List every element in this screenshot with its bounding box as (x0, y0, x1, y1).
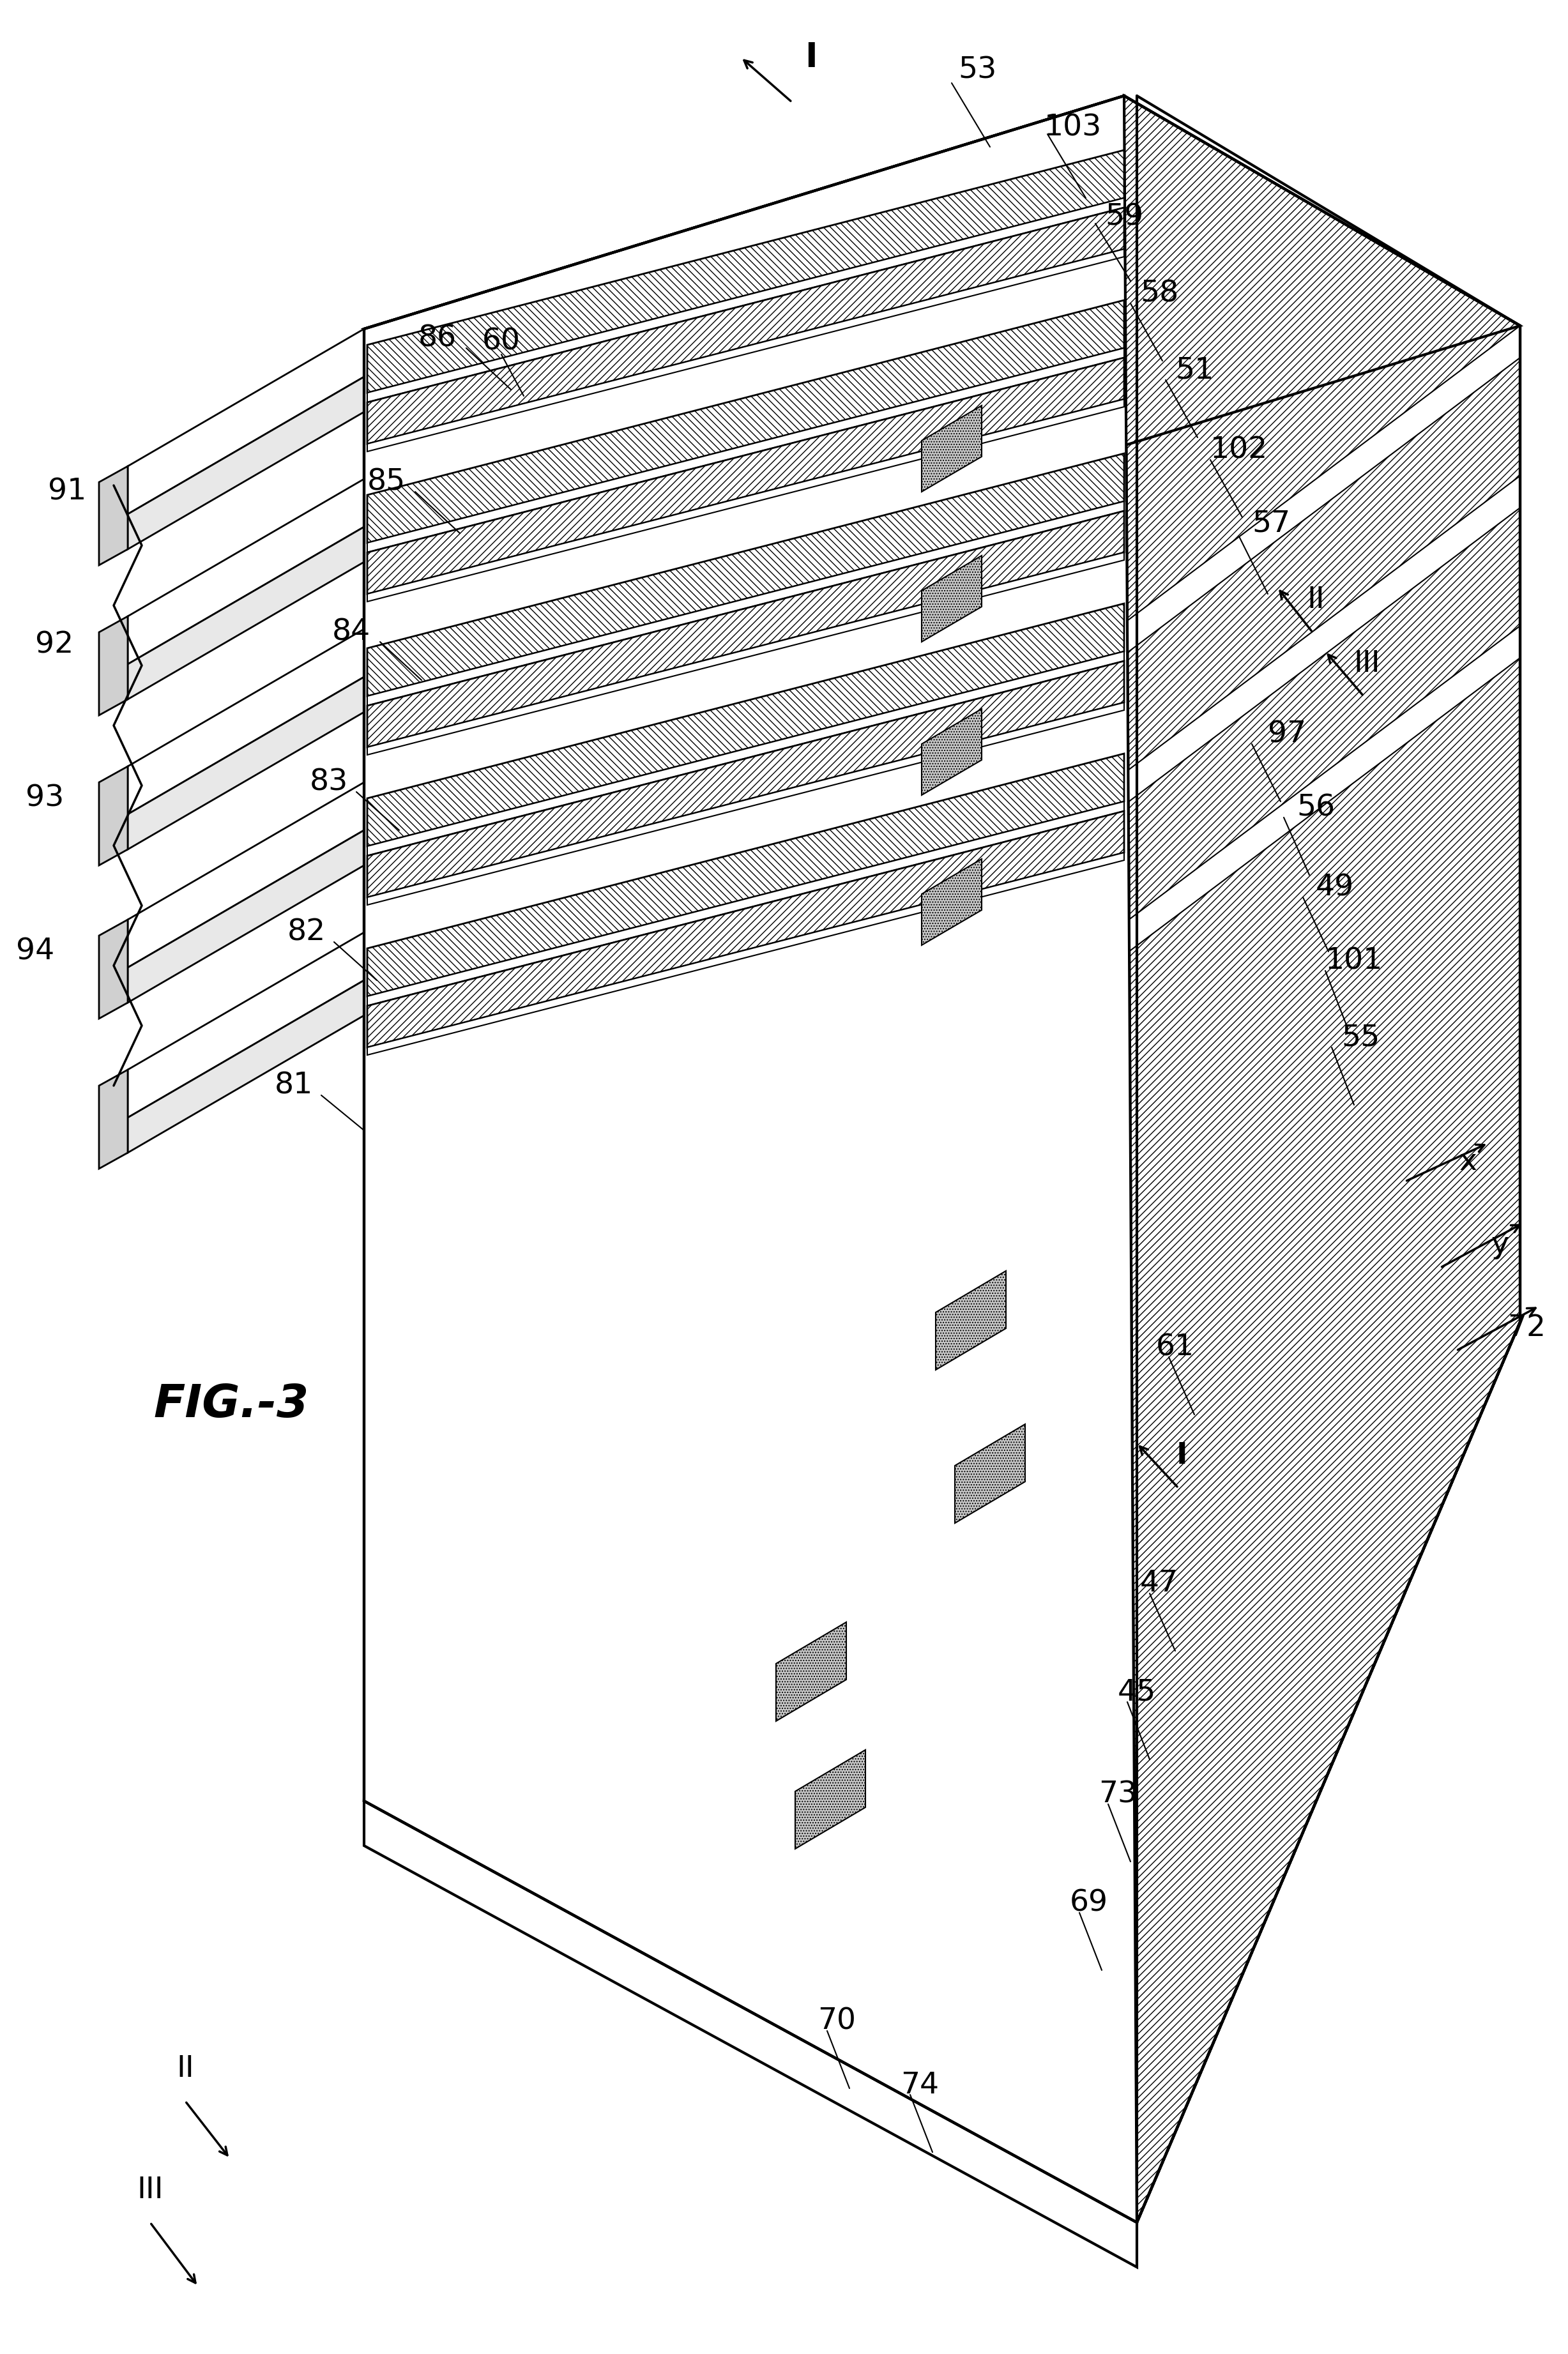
Text: 91: 91 (47, 478, 86, 506)
Polygon shape (367, 250, 1124, 452)
Polygon shape (367, 511, 1124, 746)
Polygon shape (367, 207, 1124, 445)
Polygon shape (367, 400, 1124, 603)
Text: III: III (1353, 650, 1380, 678)
Polygon shape (127, 782, 364, 967)
Polygon shape (367, 151, 1124, 393)
Polygon shape (364, 97, 1137, 2222)
Polygon shape (367, 661, 1124, 897)
Polygon shape (127, 527, 364, 699)
Text: 84: 84 (332, 617, 370, 647)
Text: 81: 81 (274, 1071, 314, 1099)
Text: 101: 101 (1325, 946, 1383, 975)
Text: 51: 51 (1174, 355, 1214, 384)
Polygon shape (922, 556, 982, 643)
Text: 47: 47 (1140, 1570, 1179, 1598)
Polygon shape (364, 97, 1519, 556)
Text: 56: 56 (1297, 793, 1334, 822)
Text: I: I (804, 40, 817, 73)
Polygon shape (367, 553, 1124, 756)
Text: 57: 57 (1251, 508, 1290, 539)
Polygon shape (99, 1069, 127, 1168)
Polygon shape (127, 330, 364, 513)
Text: 55: 55 (1341, 1024, 1380, 1052)
Polygon shape (367, 852, 1124, 1055)
Polygon shape (367, 301, 1124, 544)
Polygon shape (367, 198, 1124, 403)
Text: 74: 74 (900, 2072, 939, 2100)
Polygon shape (367, 812, 1124, 1048)
Polygon shape (127, 979, 364, 1153)
Polygon shape (367, 501, 1124, 706)
Polygon shape (367, 800, 1124, 1005)
Polygon shape (795, 1749, 866, 1848)
Text: I: I (1176, 1441, 1187, 1471)
Polygon shape (367, 603, 1124, 845)
Polygon shape (364, 1801, 1137, 2267)
Text: 59: 59 (1105, 202, 1143, 231)
Polygon shape (127, 678, 364, 850)
Polygon shape (955, 1424, 1025, 1523)
Text: y: y (1491, 1231, 1510, 1259)
Text: 69: 69 (1069, 1888, 1109, 1919)
Polygon shape (99, 466, 127, 565)
Text: II: II (1306, 586, 1325, 614)
Polygon shape (922, 709, 982, 796)
Text: 60: 60 (483, 327, 521, 355)
Text: 94: 94 (16, 937, 55, 965)
Text: 45: 45 (1118, 1678, 1156, 1707)
Polygon shape (99, 920, 127, 1019)
Text: 93: 93 (25, 784, 64, 812)
Text: II: II (176, 2055, 194, 2083)
Polygon shape (1124, 97, 1519, 2222)
Polygon shape (922, 859, 982, 946)
Text: 70: 70 (817, 2008, 856, 2036)
Polygon shape (127, 932, 364, 1118)
Text: FIG.-3: FIG.-3 (154, 1382, 309, 1427)
Polygon shape (99, 617, 127, 716)
Text: 83: 83 (309, 767, 348, 796)
Polygon shape (367, 753, 1124, 996)
Text: 53: 53 (958, 56, 996, 85)
Text: 72: 72 (1507, 1314, 1546, 1342)
Text: 73: 73 (1099, 1780, 1137, 1808)
Text: 92: 92 (34, 631, 74, 659)
Polygon shape (751, 626, 1519, 1236)
Polygon shape (367, 701, 1124, 904)
Polygon shape (776, 1622, 847, 1721)
Text: 86: 86 (419, 325, 456, 353)
Polygon shape (936, 1271, 1007, 1370)
Text: 102: 102 (1210, 435, 1269, 464)
Text: III: III (136, 2175, 163, 2206)
Polygon shape (751, 325, 1519, 935)
Polygon shape (367, 358, 1124, 593)
Polygon shape (922, 405, 982, 492)
Text: 103: 103 (1044, 113, 1102, 141)
Polygon shape (367, 454, 1124, 697)
Polygon shape (99, 767, 127, 866)
Text: 85: 85 (367, 468, 406, 497)
Text: 49: 49 (1316, 873, 1355, 902)
Polygon shape (127, 377, 364, 548)
Text: 97: 97 (1269, 720, 1306, 749)
Polygon shape (751, 476, 1519, 1085)
Polygon shape (127, 831, 364, 1003)
Text: 61: 61 (1156, 1332, 1195, 1363)
Polygon shape (367, 652, 1124, 857)
Text: 58: 58 (1140, 280, 1179, 308)
Polygon shape (367, 348, 1124, 553)
Polygon shape (127, 478, 364, 664)
Text: 82: 82 (287, 918, 326, 946)
Text: x: x (1460, 1149, 1477, 1177)
Polygon shape (364, 895, 1519, 2222)
Polygon shape (127, 629, 364, 814)
